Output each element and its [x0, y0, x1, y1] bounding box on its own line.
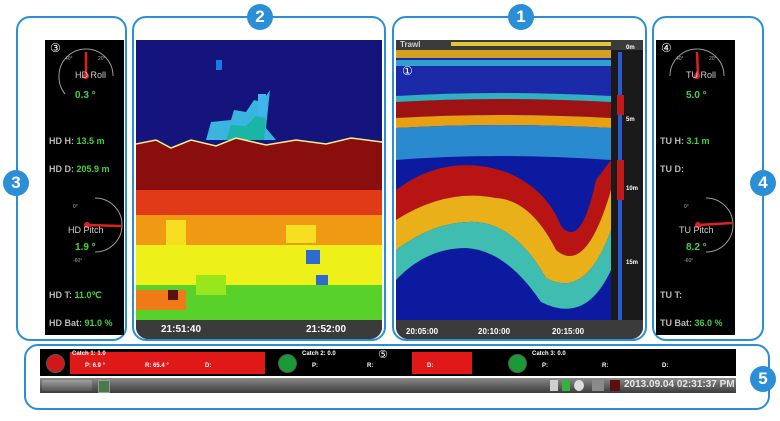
tray-icon[interactable]: [574, 380, 584, 391]
catch-sensor-3[interactable]: Catch 3: 0.0 P: R: D:: [502, 349, 736, 376]
echogram-depth-label: 10m: [626, 186, 639, 192]
svg-text:HD Roll: HD Roll: [75, 70, 106, 80]
svg-text:8.2 °: 8.2 °: [686, 242, 707, 253]
taskbar-clock: 2013.09.04 02:31:37 PM: [624, 379, 735, 390]
svg-text:5.0 °: 5.0 °: [686, 90, 707, 101]
tu-pitch-gauge: TU Pitch 8.2 ° 0° -60°: [679, 197, 734, 264]
echogram-depth-label: 15m: [626, 260, 639, 266]
hd-battery: HD Bat: 91.0 %: [49, 318, 113, 328]
hd-height: HD H: 13.5 m: [49, 136, 105, 146]
svg-text:40°: 40°: [65, 56, 73, 62]
catch-3-depth: D:: [662, 363, 669, 369]
hd-depth: HD D: 205.9 m: [49, 164, 110, 174]
catch-bar: Catch 1: 1.0 P: 6.9 ° R: 65.4 ° D: Catch…: [40, 348, 736, 376]
trawl-time-label: 21:51:40: [161, 324, 202, 335]
callout-3: 3: [3, 170, 29, 196]
marker-4: ④: [661, 41, 672, 55]
tu-battery: TU Bat: 36.0 %: [660, 318, 723, 328]
callout-4: 4: [750, 170, 776, 196]
tray-icon[interactable]: [562, 380, 570, 391]
tu-sensor-panel: TU Roll 5.0 ° 40° 20° TU Pitch 8.2 ° 0° …: [656, 40, 735, 335]
hd-roll-gauge: HD Roll 0.3 ° 40° 20°: [58, 48, 114, 101]
catch-1-indicator: [46, 354, 65, 373]
catch-3-pitch: P:: [542, 363, 548, 369]
hd-temperature: HD T: 11.0℃: [49, 290, 102, 300]
catch-2-indicator: [278, 354, 297, 373]
callout-5: 5: [750, 366, 776, 392]
tu-temperature: TU T:: [660, 290, 682, 300]
echogram-depth-label: 0m: [626, 45, 635, 51]
svg-text:-60°: -60°: [73, 258, 82, 264]
svg-text:0°: 0°: [684, 204, 689, 210]
echogram-time-label: 20:15:00: [552, 327, 585, 336]
hd-pitch-gauge: HD Pitch 1.9 ° 0° -60°: [68, 197, 123, 264]
catch-2-title: Catch 2: 0.0: [302, 351, 336, 357]
echogram-top-label: Trawl: [400, 40, 421, 49]
marker-5: ⑤: [378, 348, 388, 361]
tu-roll-gauge: TU Roll 5.0 ° 40° 20°: [669, 48, 725, 101]
tu-height: TU H: 3.1 m: [660, 136, 710, 146]
svg-text:40°: 40°: [676, 56, 684, 62]
callout-2: 2: [247, 4, 273, 30]
catch-1-bar: [70, 352, 265, 374]
svg-text:20°: 20°: [709, 56, 717, 62]
tray-icon[interactable]: [592, 380, 604, 391]
catch-sensor-1[interactable]: Catch 1: 1.0 P: 6.9 ° R: 65.4 ° D:: [40, 349, 270, 376]
catch-1-roll: R: 65.4 °: [145, 363, 169, 369]
svg-text:TU Pitch: TU Pitch: [679, 225, 714, 235]
catch-3-indicator: [508, 354, 527, 373]
catch-3-title: Catch 3: 0.0: [532, 351, 566, 357]
tray-icon[interactable]: [610, 380, 620, 391]
svg-text:20°: 20°: [98, 56, 106, 62]
catch-sensor-2[interactable]: Catch 2: 0.0 P: R: D: ⑤: [272, 348, 500, 376]
svg-text:-60°: -60°: [684, 258, 693, 264]
catch-1-title: Catch 1: 1.0: [72, 351, 106, 357]
svg-text:1.9 °: 1.9 °: [75, 242, 96, 253]
catch-2-depth: D:: [427, 363, 434, 369]
marker-1: ①: [402, 64, 413, 78]
svg-text:0.3 °: 0.3 °: [75, 90, 96, 101]
catch-2-pitch: P:: [312, 363, 318, 369]
marker-3: ③: [50, 41, 61, 55]
catch-2-bar: [412, 352, 472, 374]
taskbar: 2013.09.04 02:31:37 PM: [40, 378, 736, 393]
callout-1: 1: [508, 4, 534, 30]
echogram-depth-label: 5m: [626, 117, 635, 123]
svg-text:TU Roll: TU Roll: [686, 70, 716, 80]
catch-1-depth: D:: [205, 363, 212, 369]
hd-sensor-panel: HD Roll 0.3 ° 40° 20° HD Pitch 1.9 ° 0° …: [45, 40, 124, 335]
trawl-time-label: 21:52:00: [306, 324, 347, 335]
echogram-time-label: 20:05:00: [406, 327, 439, 336]
trawl-sonar-view[interactable]: 21:51:40 21:52:00: [136, 40, 382, 339]
catch-3-roll: R:: [602, 363, 609, 369]
catch-1-pitch: P: 6.9 °: [85, 363, 106, 369]
svg-text:HD Pitch: HD Pitch: [68, 225, 104, 235]
echogram-time-label: 20:10:00: [478, 327, 511, 336]
app-icon[interactable]: [98, 380, 110, 393]
start-button[interactable]: [42, 380, 92, 391]
svg-text:0°: 0°: [73, 204, 78, 210]
tu-depth: TU D:: [660, 164, 684, 174]
echogram-view[interactable]: ① Trawl 20:05:00 20:10:00 20:15:00 0m 5m…: [396, 40, 643, 339]
catch-2-roll: R:: [367, 363, 374, 369]
tray-icon[interactable]: [550, 380, 558, 391]
